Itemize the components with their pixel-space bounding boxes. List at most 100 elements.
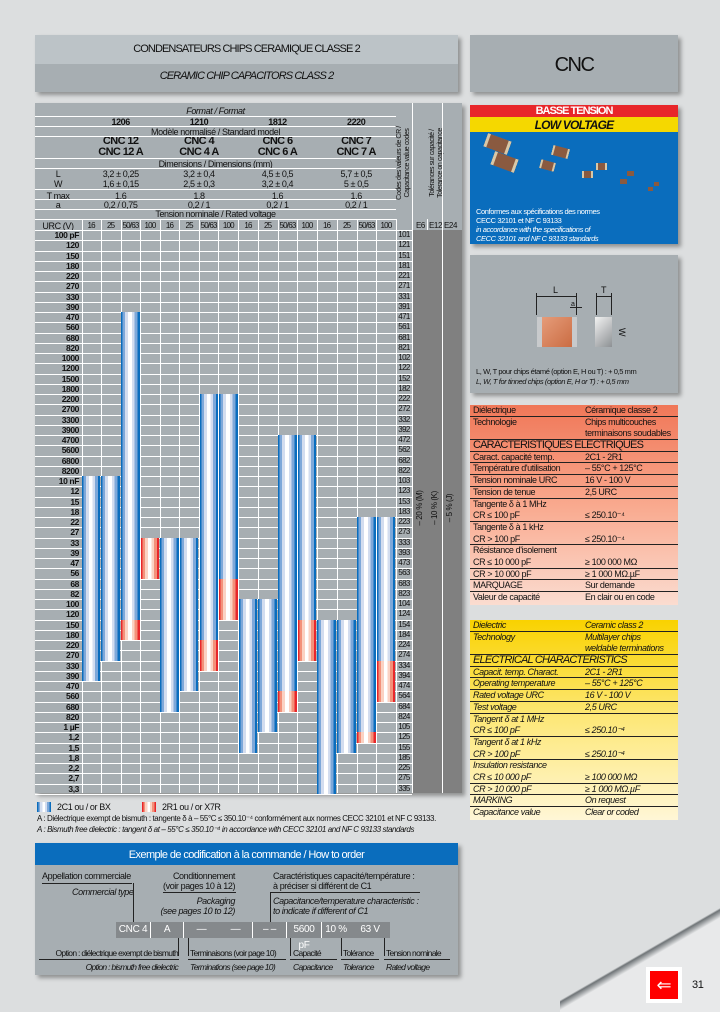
model-label: Modèle normalisé / Standard model [151,127,280,137]
chip-side [595,317,612,347]
grid-line [35,742,412,744]
grid-line [35,732,412,734]
blue-range-bar-col-6 [179,537,199,692]
spec-label: Technology [473,631,515,642]
spec-row: CR ≤ 100 pF ≤ 250.10⁻⁴ [470,725,678,737]
grid-line [238,219,240,793]
order-code: CNC 4 A — — – – 5600 pF 10 % 63 V [116,922,390,951]
grid-line [35,209,396,210]
capacitance-range-table: Format / Format 1206 1210 1812 2220 Modèle no… [35,103,462,795]
grid-line [35,793,412,795]
red-range-bar-col-3 [121,619,140,640]
spec-label: Capacitance value [473,807,541,817]
capacitance-value: 820 [66,711,79,722]
capacitance-code: 271 [398,281,410,291]
capacitance-value: 8200 [61,465,80,476]
grid-line [35,701,412,703]
spec-label [473,643,585,654]
capacitance-value: 220 [66,640,79,650]
capacitance-code: 273 [398,527,410,537]
code-tolerance: 10 % [325,924,347,935]
spec-value: 16 V - 100 V [585,475,631,486]
model-name: CNC 7 [341,135,372,147]
grid-line [35,230,412,231]
capacitance-code: 151 [398,250,410,260]
spec-heading: ELECTRICAL CHARACTERISTICS [470,654,678,667]
capacitance-code: 183 [398,506,410,516]
format-size: 1210 [189,117,209,127]
spec-value: On request [585,795,626,806]
banner-text-4: CECC 32101 and NF C 93133 standards [476,234,599,243]
spec-label: Tension nominale URC [473,475,558,486]
spec-label: CR > 10 000 pF [473,568,532,579]
voltage-fr: Tension nominale [386,948,442,958]
capacitance-value: 180 [66,260,79,271]
format-size: 2220 [346,117,366,127]
grid-line [35,219,396,220]
legend-red-label: 2R1 ou / or X7R [162,802,221,812]
voltage-header: 100 [222,221,235,230]
legend-blue-swatch [37,802,51,812]
voltage-header: 50/63 [200,221,218,230]
packaging-fr-1: Conditionnement [172,871,235,881]
capacitance-code: 394 [398,670,410,680]
capacitance-code: 185 [398,752,410,762]
capacitance-code: 222 [398,394,410,403]
grid-line [427,219,428,230]
spec-row: Operating temperature – 55°C + 125°C [470,678,678,691]
spec-label: CR ≤ 100 pF [473,725,520,736]
capacitance-value: 2700 [61,404,80,415]
capacitance-code: 181 [398,260,410,270]
capacitance-value: 120 [66,609,79,620]
blue-range-bar-col-3 [121,312,140,620]
code-termination: — [196,924,207,935]
brand-logo: ⇐ [646,967,682,1003]
banner-en: LOW VOLTAGE [534,118,615,132]
specifications-fr: Diélectrique Céramique classe 2 Technologi… [470,405,678,605]
capacitance-value: 3900 [61,424,80,435]
spec-row: Capacitance value Clear or coded [470,807,678,819]
dimensions-label: Dimensions / Dimensions (mm) [158,159,273,169]
spec-value: ≥ 100 000 MΩ [585,771,638,782]
capacitance-value: 68 [70,578,79,589]
capacitance-code: 103 [398,476,410,485]
capacitance-value: 180 [66,629,79,640]
legend-red-swatch [142,802,156,812]
capacitance-code: 331 [398,291,410,301]
spec-value [585,760,678,772]
spec-row: terminaisons soudables [470,428,678,441]
capacitance-code: 124 [398,609,410,619]
code-characteristic: – – [253,922,287,938]
capacitance-code: 275 [398,773,410,783]
capacitance-fr: Capacité [293,948,322,958]
grid-line [35,383,412,385]
spec-label: Capacit. temp. Charact. [473,666,559,677]
spec-label: CR > 100 pF [473,748,520,759]
capacitance-code: 564 [398,691,410,701]
spec-label: Rated voltage URC [473,690,544,701]
capacitance-code: 125 [398,732,410,742]
blue-range-bar-col-1 [82,476,101,681]
dimension-value: 5 ± 0,5 [343,179,369,189]
capacitance-code: 154 [398,619,410,629]
grid-line [35,660,412,662]
spec-value: 2,5 URC [585,701,617,712]
banner-fr: BASSE TENSION [535,105,614,117]
page-number: 31 [692,979,704,991]
capacitance-code: 123 [398,486,410,496]
spec-heading-text: CARACTERISTIQUES ELECTRIQUES [473,439,644,452]
capacitance-value: 2200 [61,394,80,404]
capacitance-value: 82 [70,588,79,599]
dimension-label: W [53,179,63,189]
grid-line [35,136,396,137]
grid-line [442,103,443,793]
spec-label: Insulation resistance [473,760,547,771]
spec-row: MARQUAGE Sur demande [470,580,678,592]
capacitance-value: 47 [70,558,79,568]
grid-line [35,711,412,713]
tolerance-label: – 20 % (M) [415,490,424,526]
capacitance-code: 105 [398,722,410,731]
voltage-header: 25 [185,221,193,230]
capacitance-value: 39 [70,547,79,558]
spec-row: Caract. capacité temp. 2C1 - 2R1 [470,452,678,464]
